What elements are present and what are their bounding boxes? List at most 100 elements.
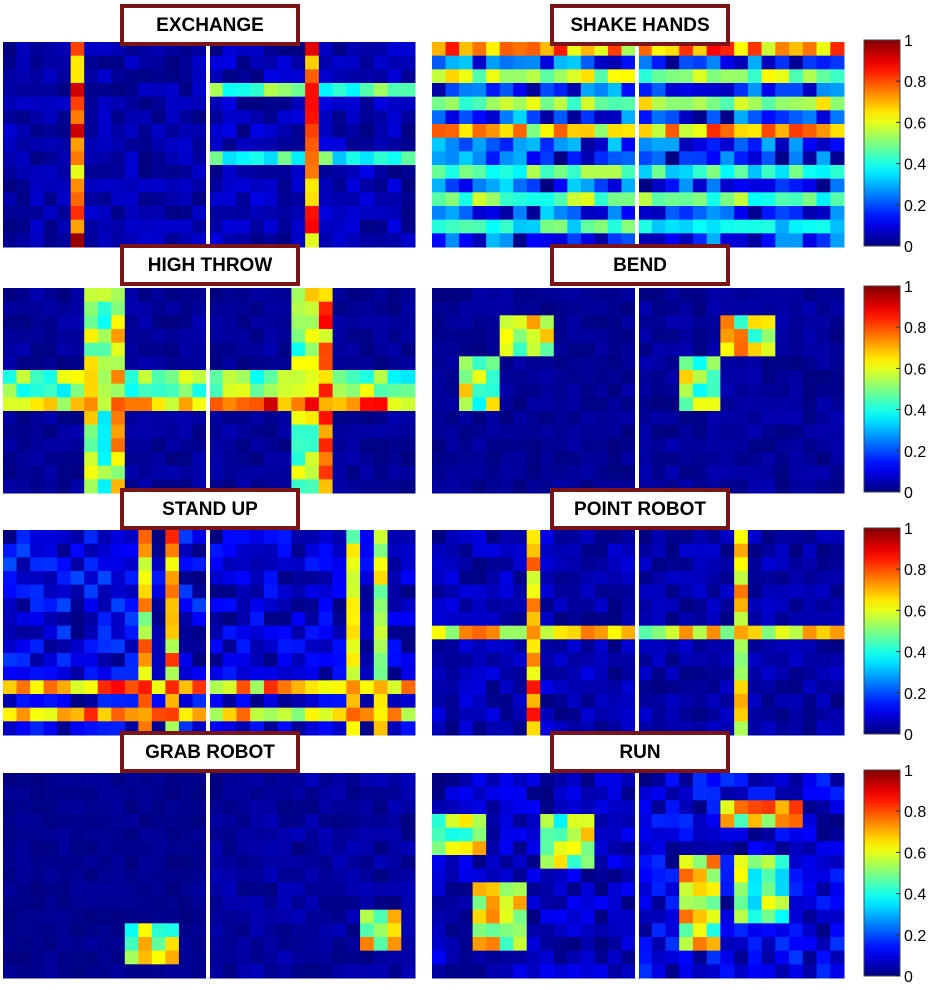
heatmap-cell [43, 219, 58, 234]
heatmap-cell [291, 530, 306, 545]
heatmap-cell [816, 773, 831, 788]
heatmap-cell [332, 950, 347, 965]
heatmap-cell [499, 178, 514, 193]
heatmap-cell [580, 55, 595, 70]
heatmap-cell [250, 773, 265, 788]
heatmap-cell [138, 666, 153, 681]
heatmap-cell [513, 424, 528, 439]
heatmap-cell [775, 841, 790, 856]
heatmap-cell [16, 530, 31, 545]
heatmap-cell [526, 543, 541, 558]
heatmap-cell [373, 855, 389, 870]
heatmap-cell [607, 694, 622, 709]
heatmap-cell [138, 612, 153, 627]
heatmap-cell [3, 424, 18, 439]
heatmap-cell [594, 301, 609, 316]
heatmap-cell [459, 639, 474, 654]
title-box [120, 4, 300, 46]
heatmap-cell [665, 625, 680, 640]
heatmap-cell [638, 882, 653, 897]
heatmap-cell [57, 530, 72, 545]
heatmap-cell [734, 178, 749, 193]
heatmap-cell [553, 773, 568, 788]
heatmap-cell [526, 342, 541, 357]
heatmap-cell [346, 206, 361, 221]
heatmap-cell [43, 950, 58, 965]
heatmap-cell [665, 653, 680, 668]
heatmap-cell [165, 584, 180, 599]
heatmap-cell [97, 465, 112, 480]
heatmap-cell [816, 855, 831, 870]
heatmap-cell [665, 896, 680, 911]
heatmap-cell [567, 557, 582, 572]
heatmap-cell [580, 233, 595, 248]
heatmap-cell [513, 137, 528, 152]
heatmap-cell [567, 329, 582, 344]
heatmap-cell [513, 411, 528, 426]
heatmap-cell [720, 598, 735, 613]
heatmap-cell [747, 694, 763, 709]
heatmap-cell [236, 219, 251, 234]
heatmap-cell [192, 233, 207, 248]
heatmap-cell [567, 827, 582, 842]
heatmap-cell [178, 841, 193, 856]
heatmap-cell [472, 694, 487, 709]
heatmap-cell [138, 868, 153, 883]
heatmap-cell [665, 964, 680, 979]
heatmap-cell [513, 96, 528, 111]
heatmap-cell [553, 598, 568, 613]
heatmap-cell [445, 584, 460, 599]
heatmap-cell [816, 315, 831, 330]
heatmap-cell [499, 786, 514, 801]
heatmap-cell [373, 151, 389, 166]
heatmap-cell [291, 909, 306, 924]
heatmap-cell [553, 465, 568, 480]
heatmap-cell [432, 557, 447, 572]
heatmap-cell [43, 666, 58, 681]
heatmap-cell [97, 342, 112, 357]
heatmap-cell [250, 124, 265, 139]
heatmap-cell [747, 937, 763, 952]
heatmap-cell [291, 110, 306, 125]
heatmap-cell [816, 680, 831, 695]
heatmap-cell [291, 315, 306, 330]
heatmap-cell [291, 612, 306, 627]
heatmap-cell [97, 383, 112, 398]
heatmap-cell [178, 786, 193, 801]
heatmap-cell [192, 83, 207, 98]
heatmap-cell [401, 827, 416, 842]
heatmap-cell [111, 55, 126, 70]
heatmap-cell [513, 653, 528, 668]
heatmap-cell [151, 612, 166, 627]
heatmap-cell [816, 151, 831, 166]
heatmap-cell [178, 571, 193, 586]
heatmap-cell [97, 219, 112, 234]
heatmap-cell [789, 707, 804, 722]
heatmap-cell [486, 479, 501, 494]
heatmap-cell [192, 950, 207, 965]
heatmap-cell [57, 42, 72, 57]
heatmap-cell [486, 83, 501, 98]
heatmap-cell [499, 356, 514, 371]
heatmap-cell [802, 773, 818, 788]
heatmap-cell [70, 666, 85, 681]
heatmap-cell [84, 370, 99, 385]
heatmap-cell [445, 55, 460, 70]
heatmap-cell [84, 530, 99, 545]
heatmap-cell [747, 855, 763, 870]
heatmap-cell [580, 896, 595, 911]
heatmap-cell [445, 937, 460, 952]
heatmap-cell [513, 543, 528, 558]
title-box [120, 244, 300, 286]
heatmap-cell [401, 219, 416, 234]
heatmap-cell [816, 909, 831, 924]
heatmap-cell [567, 288, 582, 303]
heatmap-cell [747, 786, 763, 801]
heatmap-cell [789, 219, 804, 234]
heatmap-cell [165, 288, 180, 303]
heatmap-cell [553, 543, 568, 558]
heatmap-cell [305, 694, 320, 709]
heatmap-cell [472, 465, 487, 480]
heatmap-cell [332, 110, 347, 125]
heatmap-cell [706, 964, 721, 979]
